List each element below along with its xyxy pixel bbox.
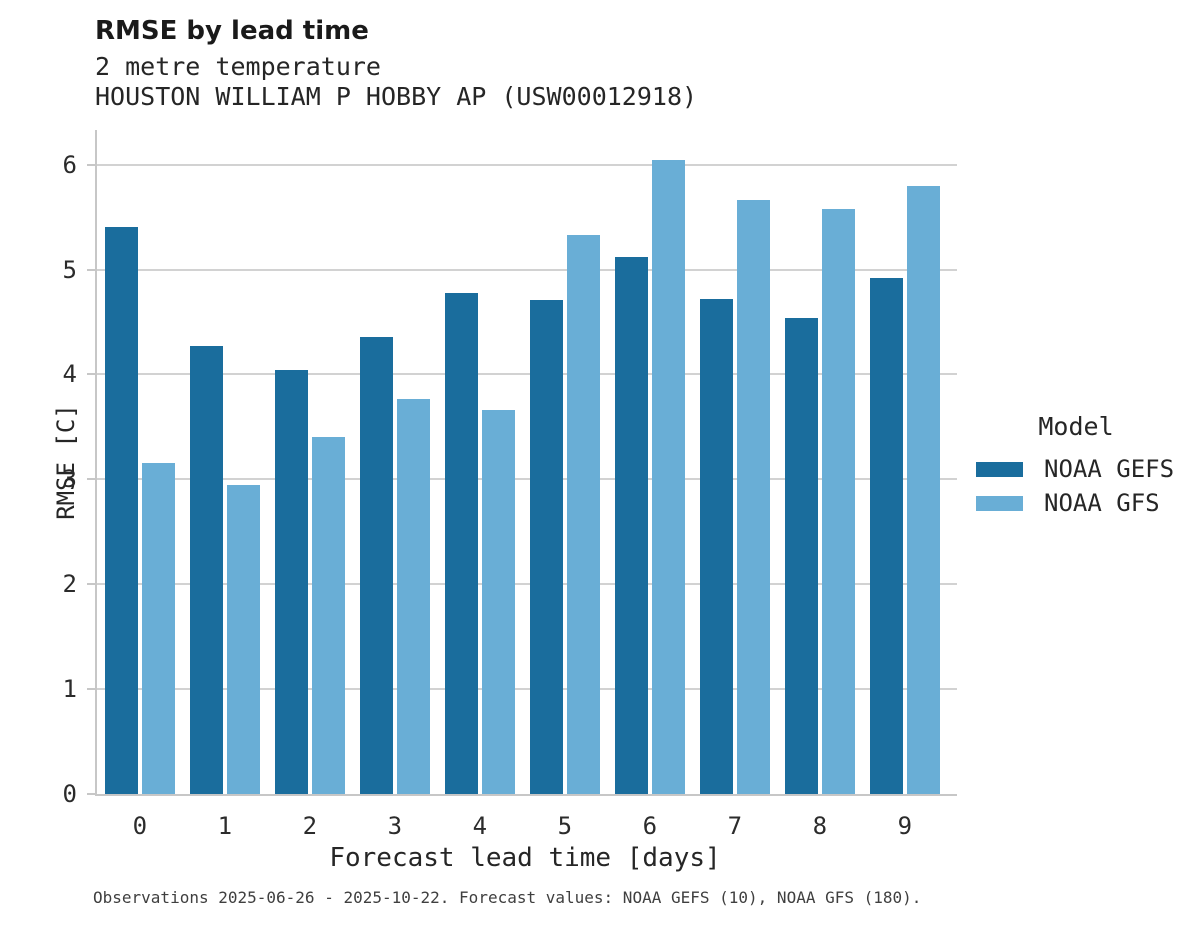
bar-noaa-gefs-lead-9 bbox=[869, 277, 903, 794]
gridline-y1 bbox=[97, 688, 957, 691]
chart-title: RMSE by lead time bbox=[95, 16, 369, 46]
bar-noaa-gefs-lead-0 bbox=[104, 226, 138, 794]
legend-label: NOAA GEFS bbox=[1044, 455, 1175, 483]
bar-noaa-gefs-lead-8 bbox=[784, 317, 818, 794]
y-tick-label-4: 4 bbox=[62, 360, 77, 389]
gridline-y2 bbox=[97, 583, 957, 586]
gridline-y6 bbox=[97, 163, 957, 166]
bar-noaa-gfs-lead-2 bbox=[311, 437, 345, 794]
bar-group-lead-7 bbox=[699, 130, 770, 794]
y-tick-mark-2 bbox=[87, 583, 95, 586]
bar-noaa-gfs-lead-5 bbox=[566, 234, 600, 794]
y-tick-mark-0 bbox=[87, 793, 95, 795]
bar-noaa-gefs-lead-1 bbox=[189, 346, 223, 794]
bar-noaa-gfs-lead-6 bbox=[651, 160, 685, 794]
gridline-y5 bbox=[97, 268, 957, 271]
x-tick-label-3: 3 bbox=[387, 812, 403, 840]
bar-noaa-gefs-lead-4 bbox=[444, 292, 478, 794]
chart-subtitle-station: HOUSTON WILLIAM P HOBBY AP (USW00012918) bbox=[95, 82, 698, 111]
x-tick-label-7: 7 bbox=[727, 812, 743, 840]
x-tick-label-6: 6 bbox=[642, 812, 658, 840]
legend-label: NOAA GFS bbox=[1044, 489, 1160, 517]
y-tick-mark-6 bbox=[87, 163, 95, 166]
bar-group-lead-2 bbox=[274, 130, 345, 794]
y-tick-mark-1 bbox=[87, 688, 95, 691]
x-tick-label-1: 1 bbox=[217, 812, 233, 840]
y-tick-label-0: 0 bbox=[62, 780, 77, 808]
y-tick-label-6: 6 bbox=[62, 150, 77, 179]
y-tick-label-3: 3 bbox=[62, 465, 77, 494]
bar-group-lead-1 bbox=[189, 130, 260, 794]
bar-noaa-gefs-lead-3 bbox=[359, 336, 393, 794]
y-tick-label-1: 1 bbox=[62, 675, 77, 704]
gridline-y3 bbox=[97, 478, 957, 481]
bar-group-lead-6 bbox=[614, 130, 685, 794]
bar-group-lead-5 bbox=[529, 130, 600, 794]
legend-swatch-icon bbox=[976, 461, 1023, 477]
bar-noaa-gfs-lead-4 bbox=[481, 410, 515, 794]
y-axis-label: RMSE [C] bbox=[51, 404, 80, 520]
bar-noaa-gefs-lead-6 bbox=[614, 256, 648, 794]
y-tick-mark-5 bbox=[87, 268, 95, 271]
x-tick-label-9: 9 bbox=[897, 812, 913, 840]
y-tick-mark-4 bbox=[87, 373, 95, 376]
bar-noaa-gefs-lead-2 bbox=[274, 370, 308, 794]
bar-noaa-gfs-lead-7 bbox=[736, 200, 770, 794]
footer-caption: Observations 2025-06-26 - 2025-10-22. Fo… bbox=[93, 888, 922, 907]
legend-item-noaa-gefs: NOAA GEFS bbox=[976, 455, 1176, 483]
x-tick-label-8: 8 bbox=[812, 812, 828, 840]
bar-noaa-gfs-lead-3 bbox=[396, 398, 430, 794]
bar-group-lead-3 bbox=[359, 130, 430, 794]
gridline-y4 bbox=[97, 373, 957, 376]
legend: Model NOAA GEFS NOAA GFS bbox=[976, 412, 1176, 525]
x-axis-label: Forecast lead time [days] bbox=[329, 843, 721, 873]
bar-group-lead-8 bbox=[784, 130, 855, 794]
y-tick-label-2: 2 bbox=[62, 570, 77, 599]
plot-area: 0 1 2 3 4 5 6 0 1 2 3 4 5 6 7 8 9 bbox=[63, 130, 957, 840]
bar-noaa-gefs-lead-7 bbox=[699, 298, 733, 794]
bar-group-lead-9 bbox=[869, 130, 940, 794]
x-tick-label-5: 5 bbox=[557, 812, 573, 840]
bar-noaa-gfs-lead-1 bbox=[226, 484, 260, 794]
chart-subtitle-variable: 2 metre temperature bbox=[95, 52, 381, 81]
y-tick-mark-3 bbox=[87, 478, 95, 481]
x-tick-label-0: 0 bbox=[132, 812, 148, 840]
bar-group-lead-4 bbox=[444, 130, 515, 794]
legend-item-noaa-gfs: NOAA GFS bbox=[976, 489, 1176, 517]
legend-title: Model bbox=[1038, 412, 1114, 441]
bar-group-lead-0 bbox=[104, 130, 175, 794]
bar-noaa-gfs-lead-9 bbox=[906, 185, 940, 794]
bar-noaa-gfs-lead-0 bbox=[141, 462, 175, 794]
legend-swatch-icon bbox=[976, 495, 1023, 511]
bar-noaa-gefs-lead-5 bbox=[529, 299, 563, 794]
x-tick-label-2: 2 bbox=[302, 812, 318, 840]
x-tick-label-4: 4 bbox=[472, 812, 488, 840]
bar-noaa-gfs-lead-8 bbox=[821, 208, 855, 794]
y-tick-label-5: 5 bbox=[62, 255, 77, 284]
